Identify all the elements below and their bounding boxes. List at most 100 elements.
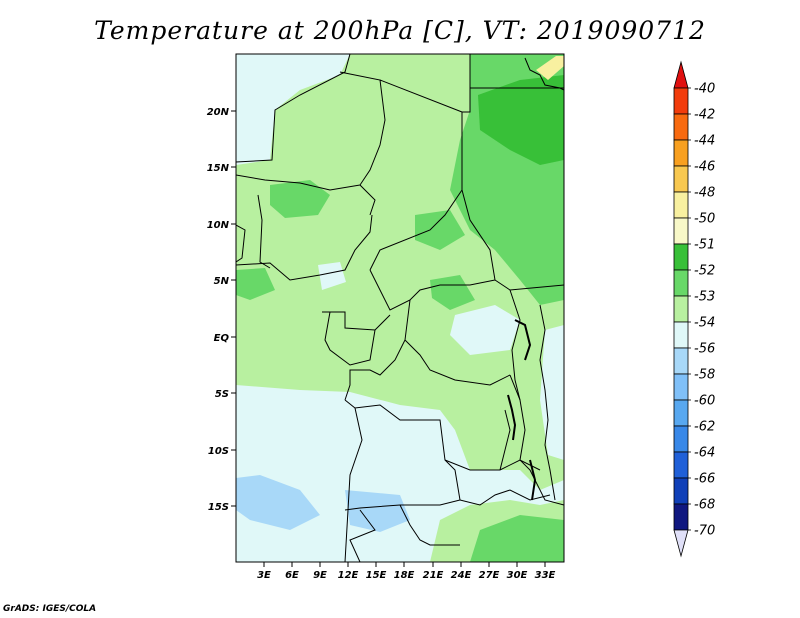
lat-label-10s: 10S <box>208 446 229 457</box>
field-patch-4 <box>236 268 275 300</box>
colorbar-label: -40 <box>694 82 715 97</box>
colorbar-label: -58 <box>694 368 715 383</box>
border-4 <box>462 54 471 113</box>
border-5 <box>236 174 361 191</box>
border-15 <box>344 399 461 511</box>
lat-label-20n: 20N <box>207 107 230 118</box>
lon-label-21e: 21E <box>423 570 444 581</box>
lat-label-15n: 15N <box>207 163 230 174</box>
field-patch-2 <box>415 210 465 250</box>
lake-tanganyika <box>507 394 517 441</box>
credit-label: GrADS: IGES/COLA <box>3 604 97 614</box>
field-cold-central <box>450 305 520 355</box>
lon-label-6e: 6E <box>285 570 299 581</box>
border-9 <box>461 189 564 291</box>
lon-label-18e: 18E <box>394 570 415 581</box>
latitude-axis: 20N 15N 10N 5N EQ 5S 10S 15S <box>207 107 236 513</box>
borders <box>236 54 564 562</box>
colorbar-swatch <box>673 347 689 375</box>
border-22 <box>539 304 556 501</box>
lon-label-33e: 33E <box>535 570 556 581</box>
border-14 <box>404 339 511 386</box>
colorbar-swatch <box>673 373 689 401</box>
colorbar-label: -60 <box>694 394 715 409</box>
field-colder-south-1 <box>236 475 320 530</box>
longitude-axis: 3E 6E 9E 12E 15E 18E 21E 24E 27E 30E 33E <box>257 562 556 581</box>
border-21 <box>509 289 521 401</box>
field-cold-east <box>540 325 564 460</box>
colorbar-label: -68 <box>694 498 715 513</box>
colorbar-label: -64 <box>694 446 715 461</box>
border-2 <box>339 71 386 216</box>
colorbar-swatch <box>673 451 689 479</box>
colorbar-swatch <box>673 295 689 323</box>
colorbar-label: -66 <box>694 472 715 487</box>
border-11 <box>322 311 391 331</box>
field-patch-1 <box>270 180 330 218</box>
field-hot-spot <box>536 56 564 80</box>
colorbar-swatch <box>673 425 689 453</box>
lat-label-10n: 10N <box>207 220 230 231</box>
border-12 <box>324 311 376 366</box>
border-6 <box>257 194 271 269</box>
colorbar-swatch <box>673 399 689 427</box>
colorbar-swatch <box>673 87 689 115</box>
lon-label-3e: 3E <box>257 570 271 581</box>
colorbar-swatch <box>673 113 689 141</box>
colorbar-label: -50 <box>694 212 715 227</box>
temperature-field <box>236 54 564 562</box>
colorbar-label: -54 <box>694 316 715 331</box>
colorbar-label: -52 <box>694 264 715 279</box>
colorbar-label: -51 <box>694 238 715 253</box>
colorbar-label: -48 <box>694 186 715 201</box>
lon-label-27e: 27E <box>479 570 500 581</box>
border-20 <box>399 504 460 546</box>
colorbar-top-triangle <box>673 60 689 89</box>
lat-label-15s: 15S <box>208 502 229 513</box>
colorbar-swatch <box>673 321 689 349</box>
lon-label-30e: 30E <box>507 570 528 581</box>
colorbar-swatch <box>673 217 689 245</box>
field-cold-small <box>318 262 346 290</box>
field-cold-northwest <box>236 54 350 165</box>
colorbar-label: -42 <box>694 108 715 123</box>
colorbar-label: -70 <box>694 524 715 539</box>
colorbar-swatch <box>673 503 689 531</box>
colorbar-swatch <box>673 191 689 219</box>
colorbar-swatch <box>673 243 689 271</box>
lon-label-12e: 12E <box>338 570 359 581</box>
lat-label-eq: EQ <box>214 333 230 344</box>
field-patch-3 <box>430 275 475 310</box>
border-8 <box>236 214 373 281</box>
field-warmest-northeast <box>478 75 564 165</box>
lake-malawi <box>529 459 537 501</box>
colorbar-swatch <box>673 477 689 505</box>
lake-victoria <box>514 319 532 361</box>
colorbar-label: -44 <box>694 134 715 149</box>
border-25 <box>349 509 376 562</box>
lat-label-5n: 5N <box>214 276 230 287</box>
map-title: Temperature at 200hPa [C], VT: 201909071… <box>94 16 706 45</box>
border-10 <box>369 269 496 311</box>
field-warmer-southeast <box>470 515 564 562</box>
colorbar-swatch <box>673 139 689 167</box>
lon-label-9e: 9E <box>313 570 327 581</box>
border-1 <box>236 54 351 163</box>
border-16 <box>344 407 363 562</box>
colorbar-label: -53 <box>694 290 715 305</box>
colorbar-label: -62 <box>694 420 715 435</box>
lat-label-5s: 5S <box>215 389 229 400</box>
border-13 <box>344 299 411 401</box>
border-7 <box>236 224 246 263</box>
colorbar-label: -56 <box>694 342 715 357</box>
border-26 <box>499 409 511 471</box>
border-17 <box>459 489 551 506</box>
field-colder-south-2 <box>345 490 410 532</box>
colorbar-swatch <box>673 165 689 193</box>
map-frame <box>235 53 565 563</box>
lon-label-24e: 24E <box>451 570 472 581</box>
colorbar-swatch <box>673 269 689 297</box>
lon-label-15e: 15E <box>366 570 387 581</box>
colorbar-bottom-triangle <box>673 529 689 558</box>
